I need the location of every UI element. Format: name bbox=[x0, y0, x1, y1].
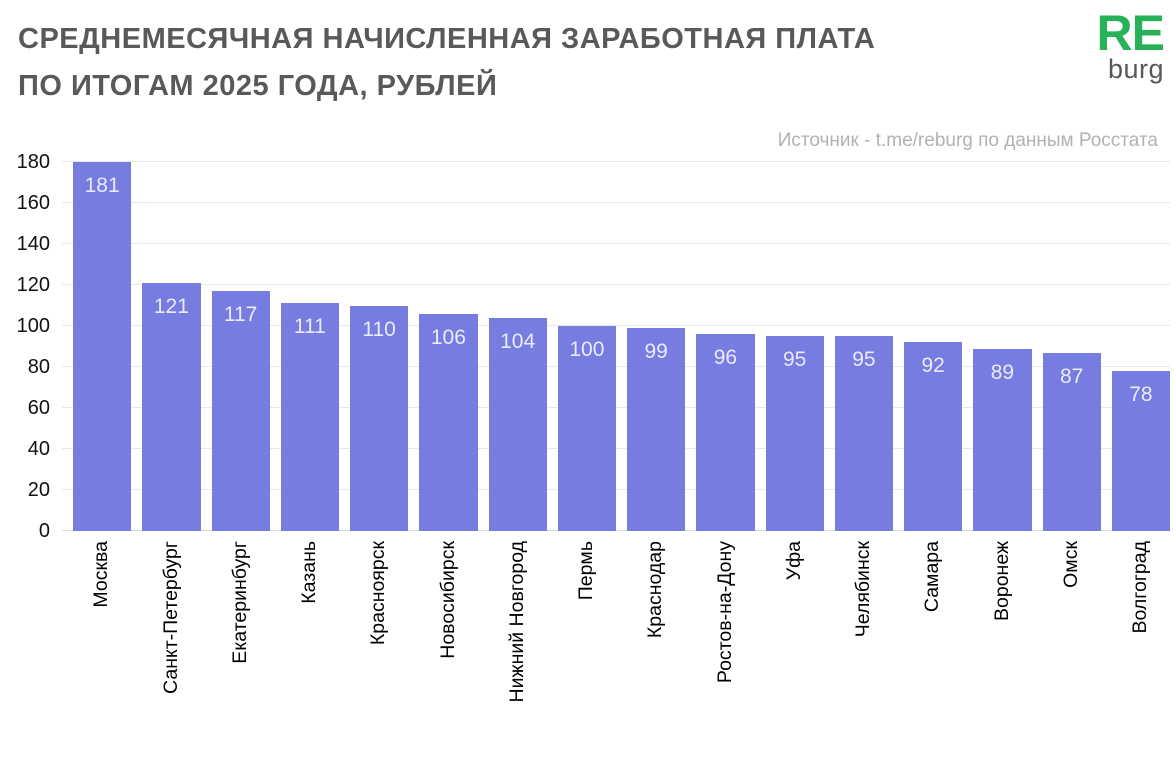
x-label-Красноярск: Красноярск bbox=[367, 541, 390, 646]
gridline-80 bbox=[62, 365, 1170, 367]
y-tick-label-60: 60 bbox=[27, 397, 50, 419]
x-label-Казань: Казань bbox=[298, 541, 321, 604]
x-label-cell: Краснодар bbox=[627, 541, 685, 765]
y-tick-label-20: 20 bbox=[27, 479, 50, 501]
x-label-Нижний Новгород: Нижний Новгород bbox=[505, 541, 528, 703]
x-axis-labels: Москва Санкт-Петербург Екатеринбург Казань К… bbox=[73, 541, 1170, 765]
gridline-0 bbox=[62, 529, 1170, 531]
gridline-60 bbox=[62, 406, 1170, 408]
y-tick-label-160: 160 bbox=[16, 192, 50, 214]
bar-value-label: 110 bbox=[362, 317, 396, 341]
x-label-Санкт-Петербург: Санкт-Петербург bbox=[159, 541, 182, 694]
bar-Челябинск: 95 bbox=[834, 336, 893, 531]
bar-value-label: 111 bbox=[293, 315, 326, 339]
x-label-cell: Волгоград bbox=[1112, 541, 1170, 765]
y-tick-label-180: 180 bbox=[16, 151, 50, 173]
x-label-cell: Ростов-на-Дону bbox=[696, 541, 754, 765]
bar-value-label: 99 bbox=[644, 340, 668, 364]
x-label-cell: Казань bbox=[281, 541, 339, 765]
bar-Пермь: 100 bbox=[557, 326, 616, 531]
page-title: СРЕДНЕМЕСЯЧНАЯ НАЧИСЛЕННАЯ ЗАРАБОТНАЯ ПЛ… bbox=[18, 16, 875, 110]
bar-value-label: 117 bbox=[223, 303, 258, 327]
x-label-Волгоград: Волгоград bbox=[1129, 541, 1152, 634]
x-label-Пермь: Пермь bbox=[575, 541, 598, 601]
bar-Волгоград: 78 bbox=[1111, 371, 1170, 531]
bar-Краснодар: 99 bbox=[627, 328, 686, 531]
x-label-cell: Уфа bbox=[766, 541, 824, 765]
bar-Ростов-на-Дону: 96 bbox=[696, 334, 755, 531]
bar-Самара: 92 bbox=[904, 342, 963, 531]
x-label-Челябинск: Челябинск bbox=[852, 541, 875, 638]
bar-value-label: 106 bbox=[430, 325, 466, 349]
bar-Казань: 111 bbox=[280, 303, 339, 531]
gridline-180 bbox=[62, 160, 1170, 162]
bar-value-label: 92 bbox=[921, 354, 945, 378]
x-label-cell: Пермь bbox=[558, 541, 616, 765]
bar-Екатеринбург: 117 bbox=[211, 291, 270, 531]
bar-Красноярск: 110 bbox=[350, 305, 409, 531]
reburg-logo: RE burg bbox=[1096, 5, 1165, 84]
gridline-120 bbox=[62, 283, 1170, 285]
y-tick-label-0: 0 bbox=[38, 520, 50, 542]
y-tick-label-120: 120 bbox=[16, 274, 50, 296]
bar-value-label: 95 bbox=[852, 348, 876, 372]
gridline-140 bbox=[62, 242, 1170, 244]
y-axis: 0 20 40 60 80 100 120 140 160 180 bbox=[0, 152, 50, 541]
x-label-cell: Санкт-Петербург bbox=[142, 541, 200, 765]
x-label-Воронеж: Воронеж bbox=[990, 541, 1013, 621]
x-label-cell: Омск bbox=[1043, 541, 1101, 765]
bar-value-label: 104 bbox=[500, 329, 536, 353]
gridline-20 bbox=[62, 488, 1170, 490]
x-label-cell: Красноярск bbox=[350, 541, 408, 765]
x-label-Уфа: Уфа bbox=[782, 541, 805, 581]
y-tick-label-40: 40 bbox=[27, 438, 50, 460]
x-label-cell: Нижний Новгород bbox=[489, 541, 547, 765]
y-tick-label-100: 100 bbox=[16, 315, 50, 337]
gridline-100 bbox=[62, 324, 1170, 326]
x-label-Самара: Самара bbox=[921, 541, 944, 613]
logo-text-burg: burg bbox=[1107, 54, 1164, 84]
bar-Москва: 181 bbox=[73, 162, 132, 531]
title-line-1: СРЕДНЕМЕСЯЧНАЯ НАЧИСЛЕННАЯ ЗАРАБОТНАЯ ПЛ… bbox=[18, 23, 876, 55]
bar-value-label: 78 bbox=[1129, 383, 1153, 407]
gridline-160 bbox=[62, 201, 1170, 203]
bar-value-label: 181 bbox=[84, 174, 120, 197]
bar-Новосибирск: 106 bbox=[419, 313, 478, 531]
x-label-cell: Екатеринбург bbox=[212, 541, 270, 765]
bar-value-label: 87 bbox=[1059, 364, 1084, 388]
x-label-Новосибирск: Новосибирск bbox=[436, 541, 459, 659]
x-label-cell: Челябинск bbox=[835, 541, 893, 765]
bar-value-label: 100 bbox=[569, 338, 605, 361]
bar-value-label: 121 bbox=[153, 294, 189, 318]
x-label-Москва: Москва bbox=[90, 541, 113, 608]
bar-value-label: 95 bbox=[782, 348, 807, 372]
y-tick-label-80: 80 bbox=[27, 356, 50, 378]
bars-container: 181 121 117 111 110 106 104 100 99 96 95 95 92 89 87 78 bbox=[73, 162, 1170, 531]
bar-Уфа: 95 bbox=[765, 336, 824, 531]
x-label-Ростов-на-Дону: Ростов-на-Дону bbox=[713, 541, 736, 684]
bar-Санкт-Петербург: 121 bbox=[142, 282, 201, 531]
logo-text-re: RE bbox=[1096, 5, 1165, 61]
x-label-Омск: Омск bbox=[1059, 541, 1082, 588]
title-line-2: ПО ИТОГАМ 2025 ГОДА, РУБЛЕЙ bbox=[18, 70, 498, 102]
bar-value-label: 96 bbox=[713, 346, 738, 370]
x-label-cell: Воронеж bbox=[973, 541, 1031, 765]
x-label-cell: Самара bbox=[904, 541, 962, 765]
x-label-Краснодар: Краснодар bbox=[644, 541, 667, 639]
y-tick-label-140: 140 bbox=[16, 233, 50, 255]
x-label-cell: Новосибирск bbox=[419, 541, 477, 765]
source-attribution: Источник - t.me/reburg по данным Росстат… bbox=[777, 130, 1158, 151]
gridline-40 bbox=[62, 447, 1170, 449]
bar-value-label: 89 bbox=[990, 360, 1015, 384]
bar-Омск: 87 bbox=[1042, 352, 1101, 531]
x-label-Екатеринбург: Екатеринбург bbox=[228, 541, 251, 664]
x-label-cell: Москва bbox=[73, 541, 131, 765]
bar-Воронеж: 89 bbox=[973, 348, 1032, 531]
plot-area: 181 121 117 111 110 106 104 100 99 96 95 95 92 89 87 78 bbox=[62, 160, 1170, 531]
bar-Нижний Новгород: 104 bbox=[488, 317, 547, 531]
